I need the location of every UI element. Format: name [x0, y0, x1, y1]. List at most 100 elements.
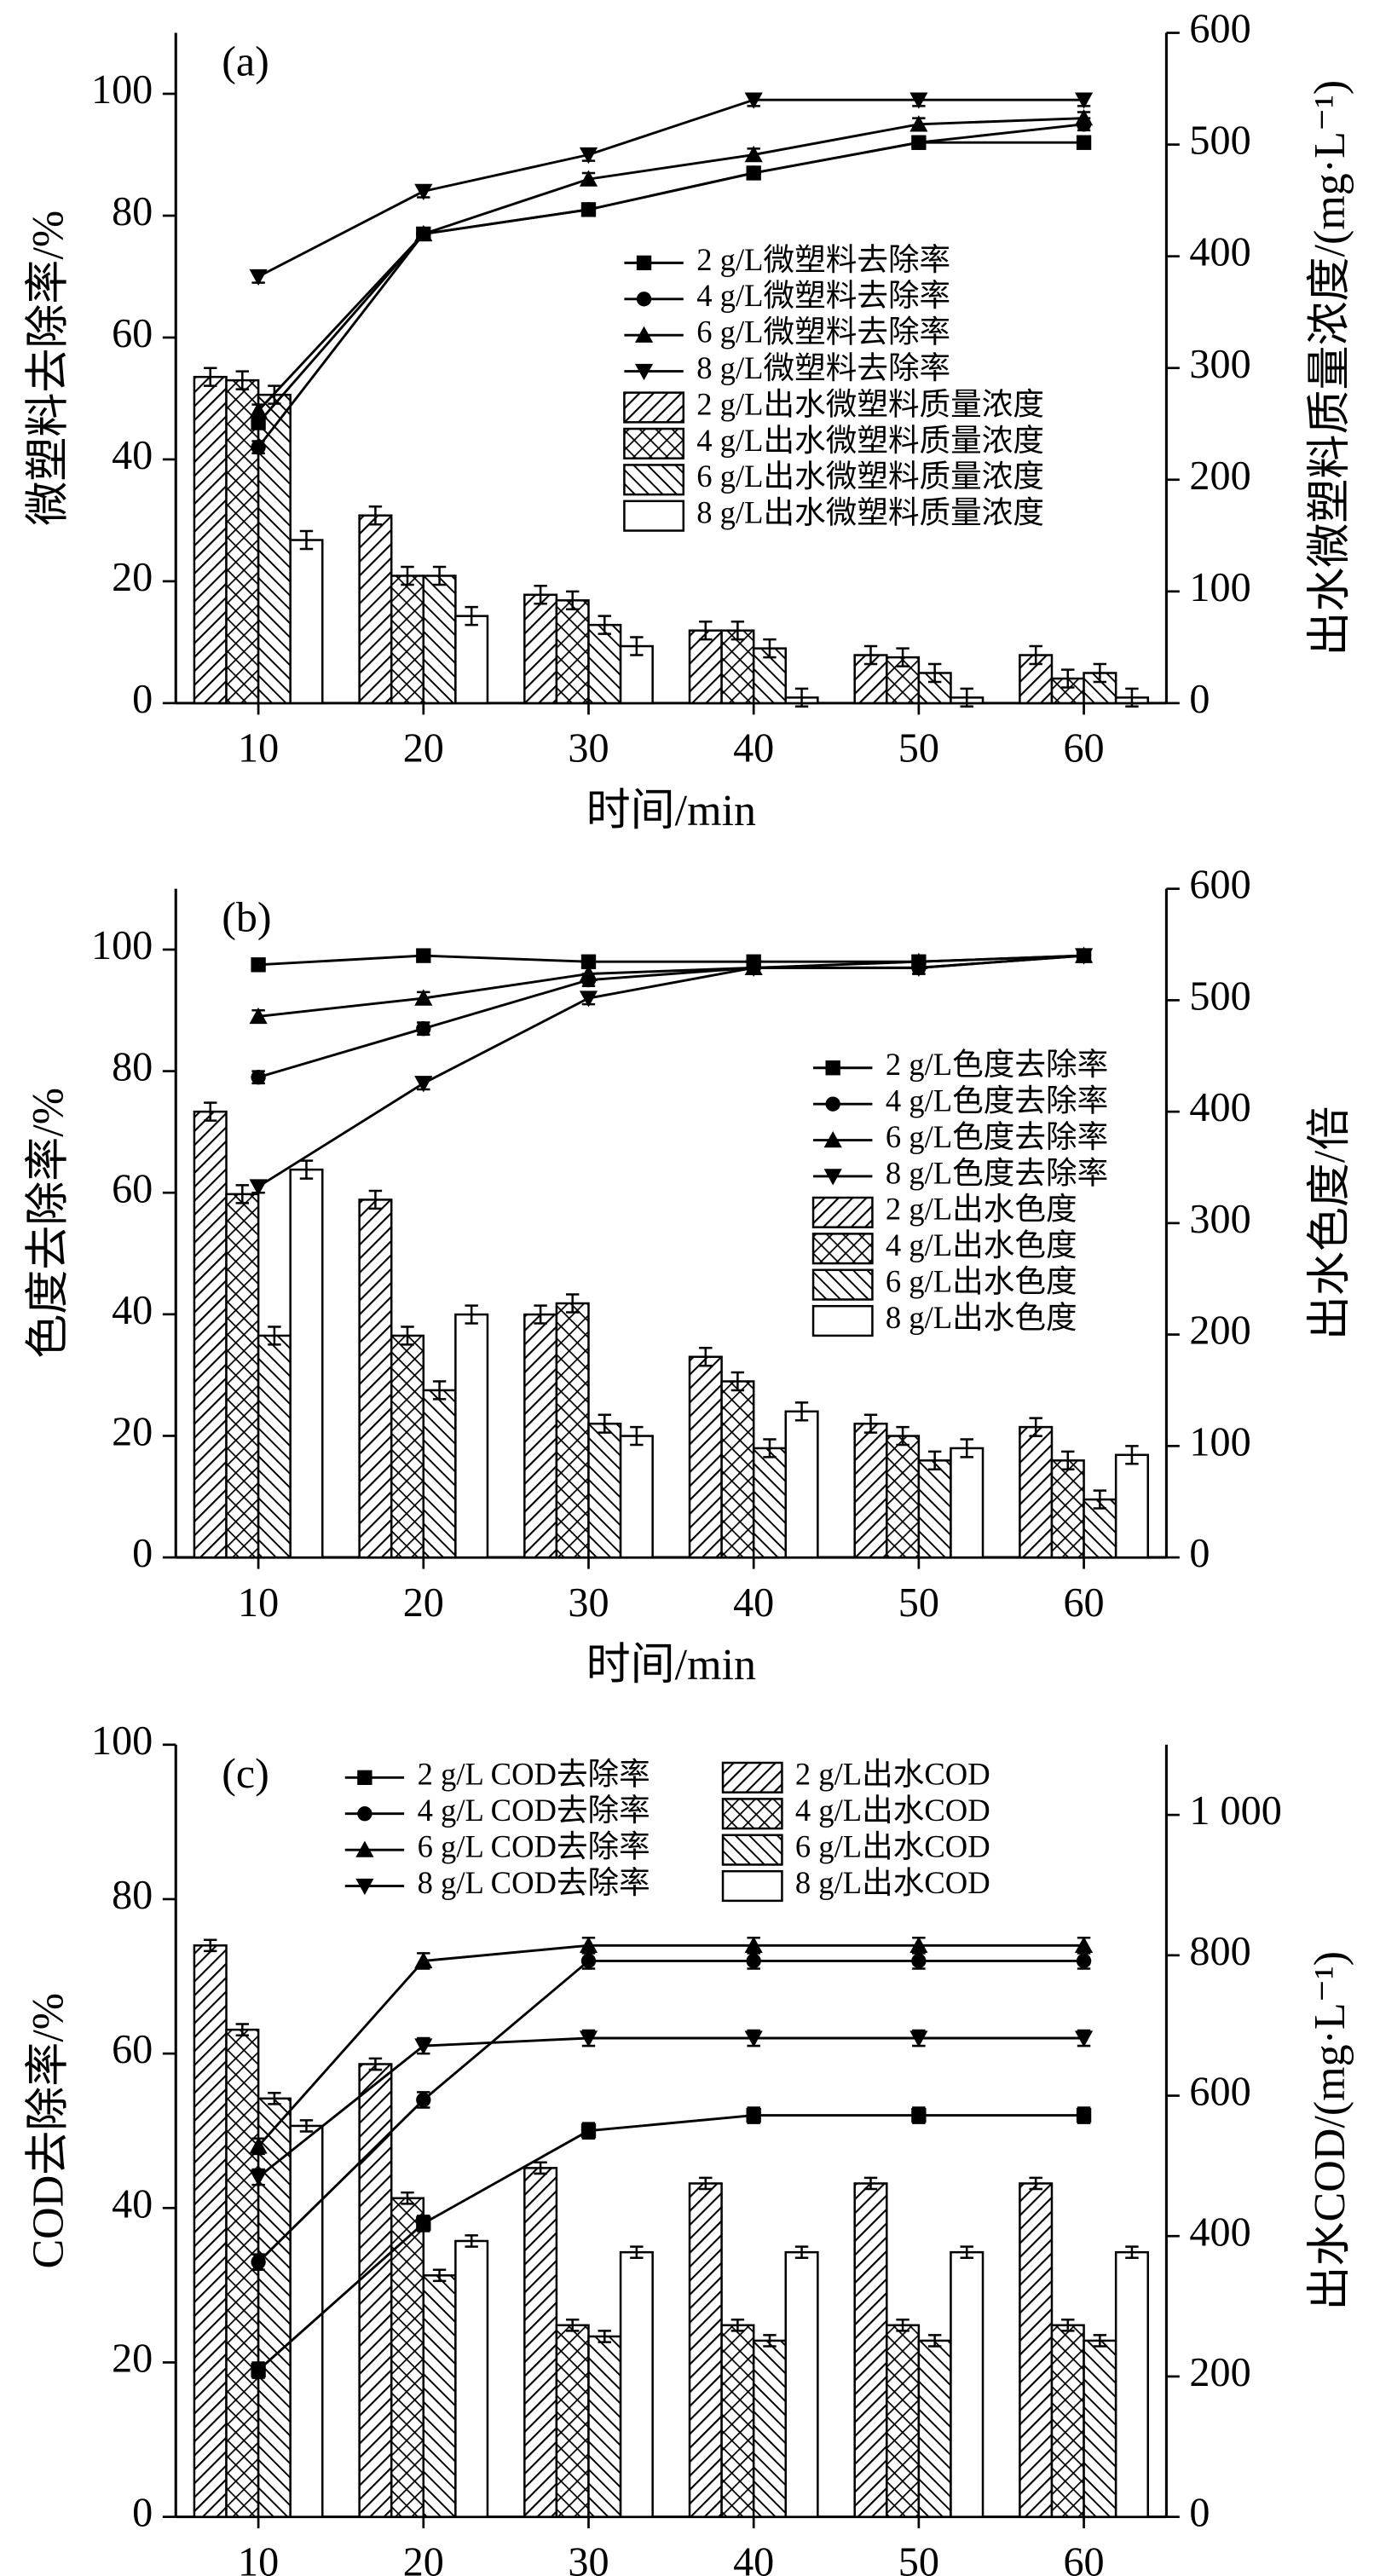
error-bar	[960, 2245, 973, 2260]
legend-label: 2 g/L出水COD	[795, 1757, 990, 1792]
error-bar	[699, 620, 713, 641]
x-axis-label: 时间/min	[586, 787, 756, 835]
x-tick-label: 10	[238, 1580, 279, 1626]
x-tick-label: 30	[568, 2539, 609, 2576]
y2-tick-label: 0	[1189, 677, 1210, 722]
bar	[289, 1168, 324, 1559]
line-marker	[416, 2092, 431, 2108]
bar	[1019, 2182, 1054, 2518]
legend-marker	[636, 255, 652, 271]
error-bar	[794, 2245, 809, 2260]
error-bar	[235, 2023, 250, 2036]
line	[257, 954, 1084, 1188]
bar	[886, 1435, 921, 1559]
legend-label: 6 g/L出水色度	[886, 1264, 1077, 1299]
legend-label: 8 g/L出水色度	[886, 1300, 1077, 1335]
error-bar	[1125, 1445, 1139, 1465]
line-marker	[911, 1953, 927, 1969]
error-bar	[534, 2161, 547, 2175]
legend-label: 8 g/L微塑料去除率	[696, 350, 950, 385]
error-bar	[1093, 662, 1107, 684]
y-tick-label: 20	[112, 1410, 153, 1455]
error-bar	[1125, 2245, 1139, 2260]
line-marker	[909, 92, 928, 109]
y2-tick-label: 800	[1189, 1929, 1250, 1974]
legend-swatch	[811, 1304, 874, 1337]
legend-label: 8 g/L出水微塑料质量浓度	[696, 495, 1044, 530]
error-bar	[1029, 644, 1042, 666]
error-bar	[960, 1438, 973, 1458]
line-marker	[414, 1951, 433, 1969]
x-tick-label: 30	[568, 726, 609, 771]
line-marker	[251, 957, 266, 973]
error-bar	[699, 2176, 713, 2191]
bar	[619, 2250, 654, 2518]
legend-label: 2 g/L COD去除率	[418, 1757, 650, 1792]
legend-marker	[357, 1770, 372, 1786]
line	[257, 1959, 1084, 2263]
y2-tick-label: 500	[1189, 973, 1250, 1019]
error-bar	[401, 2191, 414, 2205]
legend-swatch	[623, 427, 685, 459]
legend-label: 2 g/L色度去除率	[886, 1047, 1108, 1082]
x-tick-label: 50	[898, 726, 939, 771]
bar	[390, 1334, 425, 1559]
error-bar	[598, 615, 611, 635]
error-bar	[1093, 2334, 1107, 2348]
line	[257, 2036, 1084, 2179]
y2-tick-label: 200	[1189, 2350, 1250, 2395]
x-tick-label: 40	[733, 726, 774, 771]
bar	[225, 1193, 260, 1559]
line-marker	[1074, 109, 1094, 126]
legend-label: 8 g/L COD去除率	[418, 1865, 650, 1900]
error-bar	[1061, 2318, 1075, 2332]
y2-tick-label: 100	[1189, 1419, 1250, 1464]
bar	[257, 2097, 292, 2518]
error-bar	[534, 1304, 547, 1325]
y2-tick-label: 500	[1189, 118, 1250, 164]
chart-title: (c)	[222, 1749, 269, 1797]
error-bar	[1061, 668, 1075, 689]
line-marker	[249, 269, 268, 286]
line-marker	[414, 989, 433, 1006]
legend-label: 6 g/L COD去除率	[418, 1829, 650, 1864]
bar	[193, 1944, 228, 2518]
bar	[950, 1447, 984, 1559]
legend-marker	[634, 363, 654, 381]
x-tick-label: 50	[898, 1580, 939, 1626]
x-tick-label: 20	[403, 1580, 444, 1626]
y2-tick-label: 200	[1189, 1308, 1250, 1354]
y-tick-label: 100	[91, 67, 153, 113]
bar	[587, 623, 622, 705]
y2-tick-label: 400	[1189, 230, 1250, 275]
line-marker	[1074, 92, 1094, 109]
line-marker	[746, 2107, 761, 2123]
error-bar	[863, 1413, 878, 1434]
line-marker	[416, 1021, 431, 1037]
legend-marker	[355, 1878, 374, 1896]
legend-label: 4 g/L COD去除率	[418, 1793, 650, 1828]
y-axis-label: 色度去除率/%	[25, 1088, 73, 1359]
error-bar	[598, 1413, 611, 1434]
line-marker	[251, 439, 266, 455]
error-bar	[299, 529, 314, 551]
legend-marker	[355, 1840, 374, 1857]
bar	[688, 1355, 723, 1559]
legend-label: 2 g/L出水微塑料质量浓度	[696, 386, 1044, 421]
line-marker	[744, 960, 763, 977]
error-bar	[268, 1326, 281, 1346]
error-bar	[960, 687, 973, 708]
legend-label: 6 g/L出水COD	[795, 1829, 990, 1864]
bar	[225, 2028, 260, 2518]
line-marker	[579, 2030, 598, 2048]
y-tick-label: 60	[112, 2027, 153, 2072]
y2-axis-label: 出水COD/(mg·L⁻¹)	[1306, 1951, 1354, 2311]
bar	[390, 575, 425, 705]
legend-swatch	[623, 500, 685, 532]
error-bar	[565, 2318, 580, 2332]
legend-label: 2 g/L出水色度	[886, 1192, 1077, 1227]
bar	[358, 1198, 393, 1559]
line-marker	[1074, 948, 1094, 965]
legend-label: 6 g/L出水微塑料质量浓度	[696, 459, 1044, 494]
legend-label: 4 g/L出水微塑料质量浓度	[696, 423, 1044, 458]
